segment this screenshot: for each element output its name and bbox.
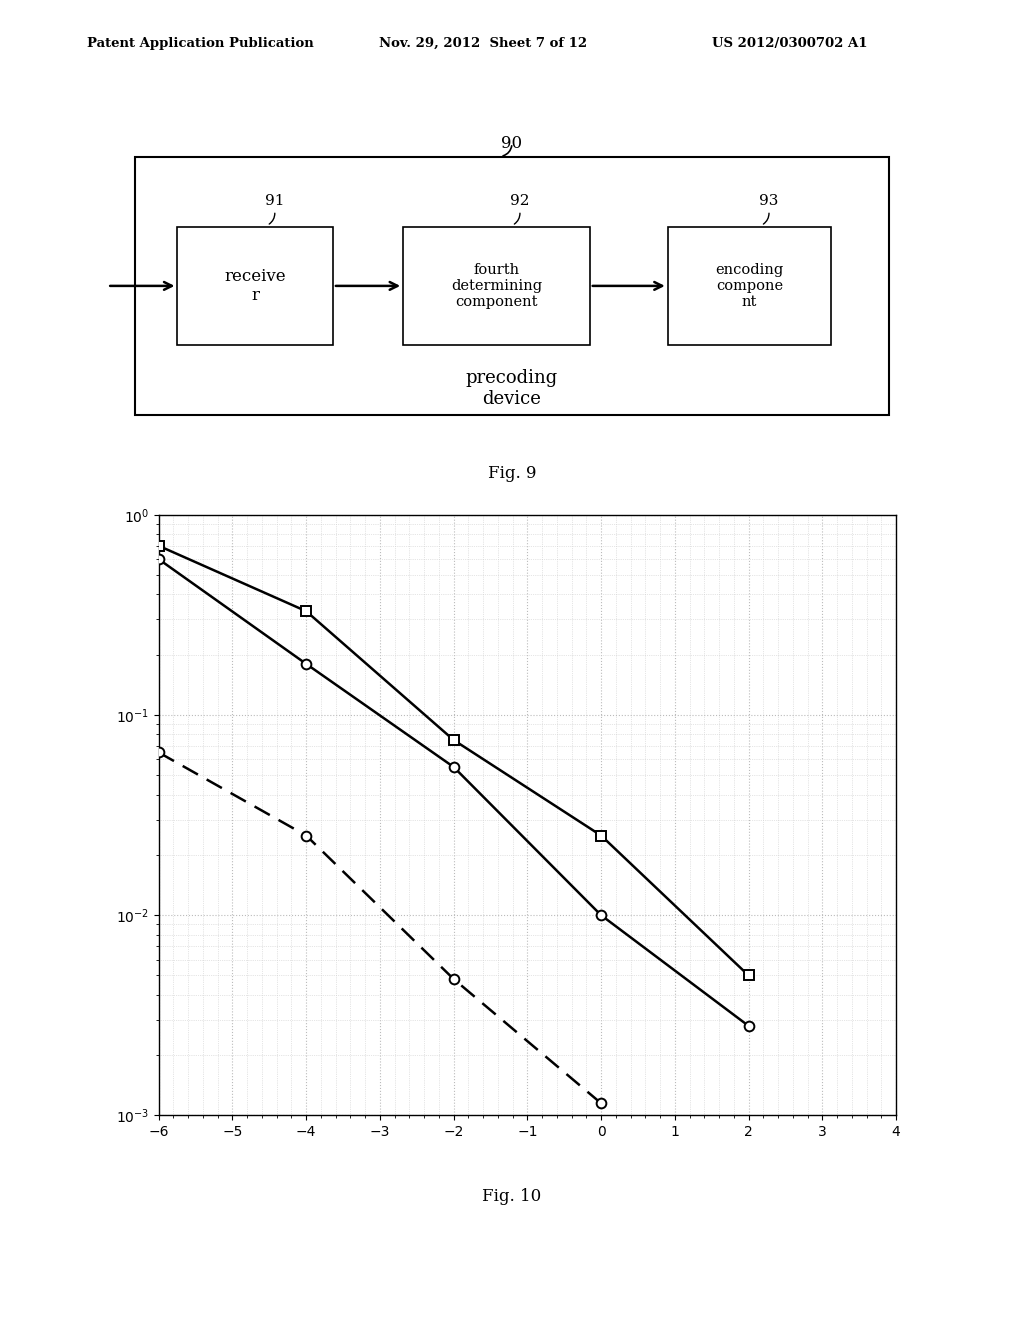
- Text: Patent Application Publication: Patent Application Publication: [87, 37, 313, 50]
- Text: 93: 93: [759, 194, 778, 207]
- FancyArrowPatch shape: [514, 214, 520, 224]
- Text: precoding
device: precoding device: [466, 368, 558, 408]
- Text: 92: 92: [510, 194, 529, 207]
- Text: Fig. 9: Fig. 9: [487, 465, 537, 482]
- Text: Fig. 10: Fig. 10: [482, 1188, 542, 1205]
- Bar: [668, 227, 831, 345]
- Text: 90: 90: [502, 135, 522, 152]
- FancyArrowPatch shape: [503, 145, 512, 156]
- Bar: [134, 157, 890, 416]
- Bar: [177, 227, 333, 345]
- Text: receive
r: receive r: [224, 268, 286, 304]
- Text: US 2012/0300702 A1: US 2012/0300702 A1: [712, 37, 867, 50]
- FancyArrowPatch shape: [269, 214, 274, 224]
- Text: Nov. 29, 2012  Sheet 7 of 12: Nov. 29, 2012 Sheet 7 of 12: [379, 37, 587, 50]
- Text: fourth
determining
component: fourth determining component: [451, 263, 542, 309]
- Text: encoding
compone
nt: encoding compone nt: [715, 263, 783, 309]
- FancyArrowPatch shape: [764, 214, 769, 224]
- Text: 91: 91: [265, 194, 285, 207]
- Bar: [403, 227, 590, 345]
